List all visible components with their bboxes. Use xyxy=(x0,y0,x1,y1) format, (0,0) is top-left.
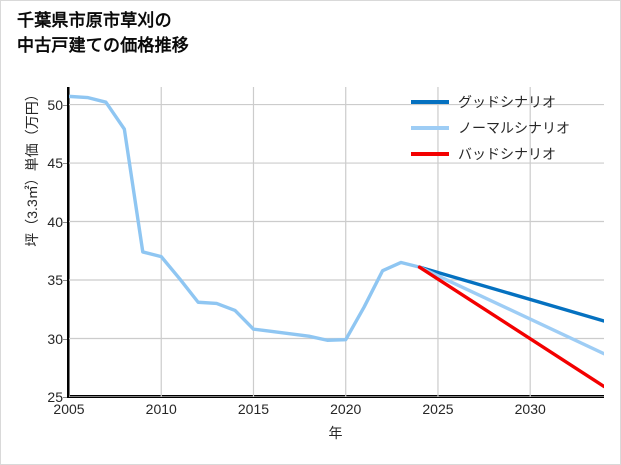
series-line xyxy=(417,265,604,323)
x-tick-label: 2005 xyxy=(53,401,85,417)
x-tick-label: 2025 xyxy=(422,401,454,417)
y-tick-mark xyxy=(63,221,68,223)
y-tick-mark xyxy=(63,163,68,165)
legend-item-0[interactable]: グッドシナリオ xyxy=(411,89,611,115)
y-axis-label: 坪（3.3㎡）単価（万円） xyxy=(24,87,40,247)
chart-title: 千葉県市原市草刈の 中古戸建ての価格推移 xyxy=(17,11,189,55)
y-tick-label: 50 xyxy=(47,96,63,113)
x-tick-label: 2020 xyxy=(330,401,362,417)
x-tick-label: 2030 xyxy=(514,401,546,417)
x-axis-label: 年 xyxy=(328,425,343,441)
x-tick-label: 2015 xyxy=(237,401,270,417)
legend-item-1[interactable]: ノーマルシナリオ xyxy=(411,115,611,141)
series-line xyxy=(69,94,422,342)
y-tick-mark xyxy=(63,397,68,398)
legend-item-2[interactable]: バッドシナリオ xyxy=(411,141,611,167)
chart-legend: グッドシナリオ ノーマルシナリオ バッドシナリオ xyxy=(411,89,611,167)
y-axis-tick-labels: 25 30 35 40 45 50 xyxy=(1,1,68,464)
y-tick-label: 30 xyxy=(47,330,63,347)
legend-label: ノーマルシナリオ xyxy=(458,120,570,136)
legend-swatch-icon xyxy=(411,100,449,104)
series-line xyxy=(417,265,604,356)
x-tick-label: 2010 xyxy=(145,401,177,417)
y-tick-mark xyxy=(63,104,68,106)
chart-canvas xyxy=(69,87,604,397)
legend-swatch-icon xyxy=(411,152,449,156)
y-tick-label: 25 xyxy=(47,389,63,405)
y-tick-label: 40 xyxy=(47,213,63,230)
legend-label: バッドシナリオ xyxy=(458,146,556,162)
y-tick-label: 35 xyxy=(47,272,63,289)
y-tick-mark xyxy=(63,280,68,282)
y-tick-label: 45 xyxy=(47,155,63,172)
legend-label: グッドシナリオ xyxy=(458,94,556,110)
legend-swatch-icon xyxy=(411,126,449,130)
series-line xyxy=(417,265,604,389)
y-tick-mark xyxy=(63,338,68,340)
plot-area xyxy=(69,87,604,397)
